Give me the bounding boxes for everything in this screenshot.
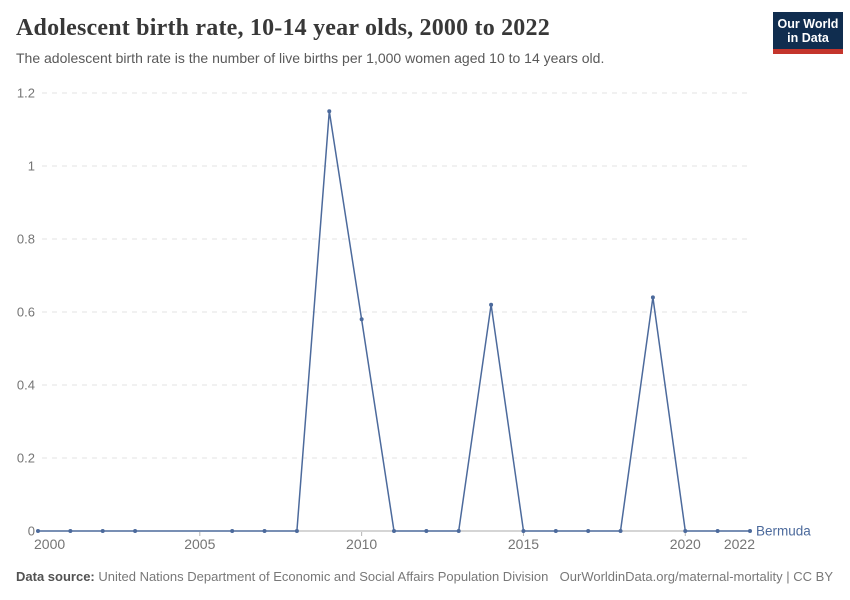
y-tick-label: 0.6: [17, 305, 35, 320]
owid-logo-line2: in Data: [787, 30, 829, 45]
data-point-2007[interactable]: [262, 529, 267, 533]
chart-title: Adolescent birth rate, 10-14 year olds, …: [16, 15, 550, 41]
y-gridlines: [38, 92, 750, 532]
y-axis-labels: 0 0.2 0.4 0.6 0.8 1 1.2: [17, 86, 35, 539]
data-point-2017[interactable]: [586, 529, 591, 533]
data-point-2021[interactable]: [715, 529, 720, 533]
data-point-2000[interactable]: [36, 529, 40, 533]
data-point-2014[interactable]: [489, 302, 494, 307]
y-tick-label: 1: [28, 159, 35, 174]
data-point-2006[interactable]: [230, 529, 235, 533]
data-point-2020[interactable]: [683, 529, 688, 533]
x-tick-label: 2010: [346, 536, 377, 552]
data-point-2013[interactable]: [456, 529, 461, 533]
x-tick-label: 2000: [34, 536, 65, 552]
data-point-2022[interactable]: [748, 529, 752, 533]
y-tick-label: 0.4: [17, 378, 35, 393]
data-point-2001[interactable]: [68, 529, 73, 533]
y-tick-label: 0.8: [17, 232, 35, 247]
data-source: Data source: United Nations Department o…: [16, 569, 548, 585]
data-point-2015[interactable]: [521, 529, 526, 533]
data-point-2012[interactable]: [424, 529, 429, 533]
credit-link[interactable]: OurWorldinData.org/maternal-mortality | …: [559, 569, 833, 584]
owid-logo-text: Our World in Data: [773, 12, 843, 49]
data-source-label: Data source:: [16, 569, 95, 584]
data-point-2016[interactable]: [553, 529, 558, 533]
data-point-2018[interactable]: [618, 529, 623, 533]
series-line-bermuda[interactable]: [37, 110, 751, 532]
owid-logo[interactable]: Our World in Data: [773, 12, 843, 54]
data-point-2003[interactable]: [133, 529, 138, 533]
owid-logo-line1: Our World: [777, 16, 839, 31]
chart-footer: Data source: United Nations Department o…: [16, 569, 833, 585]
x-tick-label: 2005: [184, 536, 215, 552]
chart-header: Adolescent birth rate, 10-14 year olds, …: [16, 14, 756, 67]
data-point-2009[interactable]: [327, 109, 332, 114]
y-tick-label: 0: [28, 524, 35, 539]
owid-logo-red-bar: [773, 49, 843, 54]
chart-subtitle: The adolescent birth rate is the number …: [16, 50, 605, 66]
series-markers: [36, 109, 752, 533]
x-tick-label: 2020: [670, 536, 701, 552]
data-point-2002[interactable]: [100, 529, 105, 533]
data-point-2011[interactable]: [392, 529, 396, 533]
data-point-2008[interactable]: [294, 529, 299, 533]
data-source-value: United Nations Department of Economic an…: [98, 569, 549, 584]
data-point-2019[interactable]: [650, 295, 655, 300]
y-tick-label: 1.2: [17, 86, 35, 101]
entity-label-bermuda[interactable]: Bermuda: [756, 524, 811, 539]
x-tick-label: 2022: [724, 536, 755, 552]
y-tick-label: 0.2: [17, 451, 35, 466]
x-tick-label: 2015: [508, 536, 539, 552]
x-axis-labels: 2000 2005 2010 2015 2020 2022: [34, 532, 755, 552]
data-point-2010[interactable]: [359, 317, 364, 322]
